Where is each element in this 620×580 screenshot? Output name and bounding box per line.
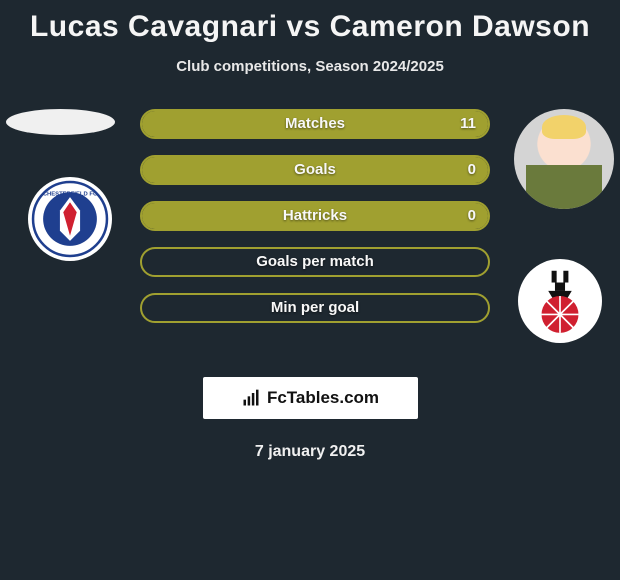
stat-value-right: 0 (456, 157, 488, 183)
stat-label: Matches (142, 111, 488, 137)
stats-list: Matches 11 Goals 0 Hattricks 0 Goals per… (140, 109, 490, 339)
bar-chart-icon (241, 388, 261, 408)
snapshot-date: 7 january 2025 (0, 443, 620, 461)
avatar-hair (542, 115, 586, 139)
stat-row-hattricks: Hattricks 0 (140, 201, 490, 231)
stat-row-matches: Matches 11 (140, 109, 490, 139)
chesterfield-crest-icon: CHESTERFIELD FC (28, 177, 112, 261)
rotherham-crest-icon (518, 259, 602, 343)
page-title: Lucas Cavagnari vs Cameron Dawson (0, 0, 620, 44)
stat-label: Goals (142, 157, 488, 183)
brand-label: FcTables.com (267, 377, 379, 419)
stat-row-goals: Goals 0 (140, 155, 490, 185)
player-left-avatar-placeholder (6, 109, 115, 135)
svg-text:CHESTERFIELD FC: CHESTERFIELD FC (43, 191, 98, 197)
stat-label: Goals per match (142, 249, 488, 275)
player-right-avatar (514, 109, 614, 209)
stat-value-right: 0 (456, 203, 488, 229)
comparison-panel: CHESTERFIELD FC Matches 11 Goals (0, 109, 620, 369)
stat-label: Hattricks (142, 203, 488, 229)
stat-value-right: 11 (448, 111, 488, 137)
stat-row-min-per-goal: Min per goal (140, 293, 490, 323)
stat-label: Min per goal (142, 295, 488, 321)
brand-badge[interactable]: FcTables.com (203, 377, 418, 419)
competition-subtitle: Club competitions, Season 2024/2025 (0, 58, 620, 75)
player-right-club-crest (518, 259, 602, 343)
avatar-shirt (526, 165, 602, 209)
player-left-club-crest: CHESTERFIELD FC (28, 177, 112, 261)
stat-row-goals-per-match: Goals per match (140, 247, 490, 277)
